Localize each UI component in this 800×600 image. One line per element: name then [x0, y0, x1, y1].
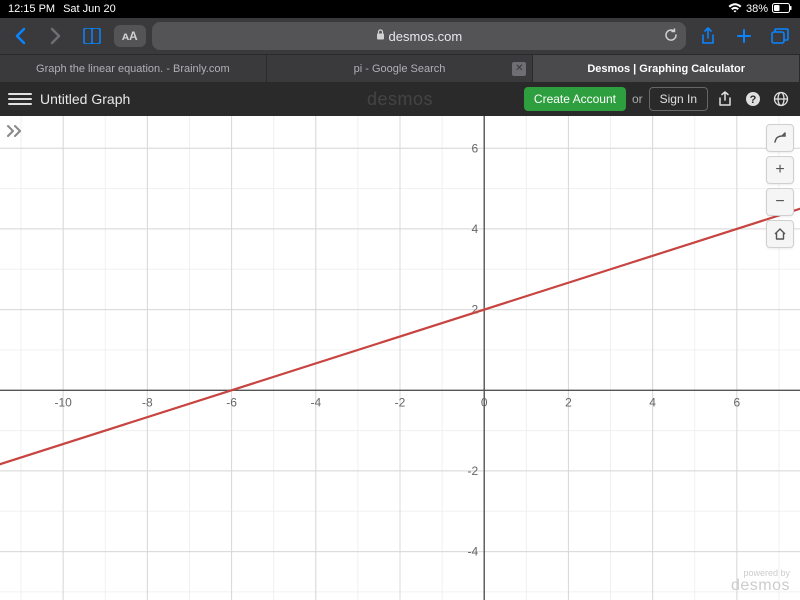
- tab-2[interactable]: Desmos | Graphing Calculator: [533, 55, 800, 82]
- sign-in-button[interactable]: Sign In: [649, 87, 708, 111]
- home-button[interactable]: [766, 220, 794, 248]
- svg-text:-8: -8: [142, 395, 153, 409]
- tab-label: Graph the linear equation. - Brainly.com: [36, 63, 230, 75]
- tabs-button[interactable]: [766, 22, 794, 50]
- desmos-watermark: powered by desmos: [731, 569, 790, 594]
- svg-text:?: ?: [750, 94, 757, 106]
- close-tab-button[interactable]: ✕: [512, 62, 526, 76]
- share-button[interactable]: [694, 22, 722, 50]
- or-text: or: [632, 92, 643, 106]
- ipad-status-bar: 12:15 PM Sat Jun 20 38%: [0, 0, 800, 18]
- graph-controls: + −: [766, 124, 794, 248]
- svg-text:6: 6: [472, 141, 479, 155]
- svg-text:0: 0: [481, 395, 488, 409]
- lock-icon: [376, 29, 385, 43]
- svg-text:2: 2: [472, 303, 479, 317]
- tab-label: Desmos | Graphing Calculator: [587, 63, 745, 75]
- new-tab-button[interactable]: [730, 22, 758, 50]
- tab-label: pi - Google Search: [354, 63, 446, 75]
- language-button[interactable]: [770, 88, 792, 110]
- create-account-button[interactable]: Create Account: [524, 87, 626, 111]
- address-bar[interactable]: desmos.com: [152, 22, 686, 50]
- status-date: Sat Jun 20: [63, 3, 116, 15]
- svg-text:-2: -2: [395, 395, 406, 409]
- svg-text:-6: -6: [226, 395, 237, 409]
- text-size-button[interactable]: ᴀA: [114, 25, 146, 47]
- graph-canvas[interactable]: + − -10 -8 -6 -4 -2 0 2 4 6 -4 -2 2 4 6 powered by de…: [0, 116, 800, 600]
- expand-panel-button[interactable]: [6, 124, 24, 143]
- url-text: desmos.com: [389, 29, 463, 44]
- svg-text:4: 4: [649, 395, 656, 409]
- svg-text:-10: -10: [54, 395, 72, 409]
- svg-text:-4: -4: [310, 395, 321, 409]
- safari-toolbar: ᴀA desmos.com: [0, 18, 800, 54]
- tab-1[interactable]: pi - Google Search ✕: [267, 55, 534, 82]
- zoom-out-button[interactable]: −: [766, 188, 794, 216]
- bookmarks-button[interactable]: [78, 22, 106, 50]
- wifi-icon: [728, 3, 742, 16]
- svg-text:6: 6: [733, 395, 740, 409]
- battery-icon: [772, 3, 792, 16]
- back-button[interactable]: [6, 22, 34, 50]
- svg-text:4: 4: [472, 222, 479, 236]
- svg-text:-2: -2: [468, 464, 479, 478]
- share-graph-button[interactable]: [714, 88, 736, 110]
- tab-strip: Graph the linear equation. - Brainly.com…: [0, 54, 800, 82]
- watermark-line2: desmos: [731, 578, 790, 594]
- status-time: 12:15 PM: [8, 3, 55, 15]
- graph-svg: -10 -8 -6 -4 -2 0 2 4 6 -4 -2 2 4 6: [0, 116, 800, 600]
- help-button[interactable]: ?: [742, 88, 764, 110]
- menu-button[interactable]: [8, 87, 32, 111]
- reload-button[interactable]: [664, 28, 678, 45]
- battery-pct: 38%: [746, 3, 768, 15]
- tab-0[interactable]: Graph the linear equation. - Brainly.com: [0, 55, 267, 82]
- settings-button[interactable]: [766, 124, 794, 152]
- zoom-in-button[interactable]: +: [766, 156, 794, 184]
- svg-text:2: 2: [565, 395, 572, 409]
- desmos-logo: desmos: [367, 89, 433, 110]
- desmos-header: Untitled Graph desmos Create Account or …: [0, 82, 800, 116]
- graph-title[interactable]: Untitled Graph: [40, 91, 130, 107]
- forward-button[interactable]: [42, 22, 70, 50]
- svg-text:-4: -4: [468, 545, 479, 559]
